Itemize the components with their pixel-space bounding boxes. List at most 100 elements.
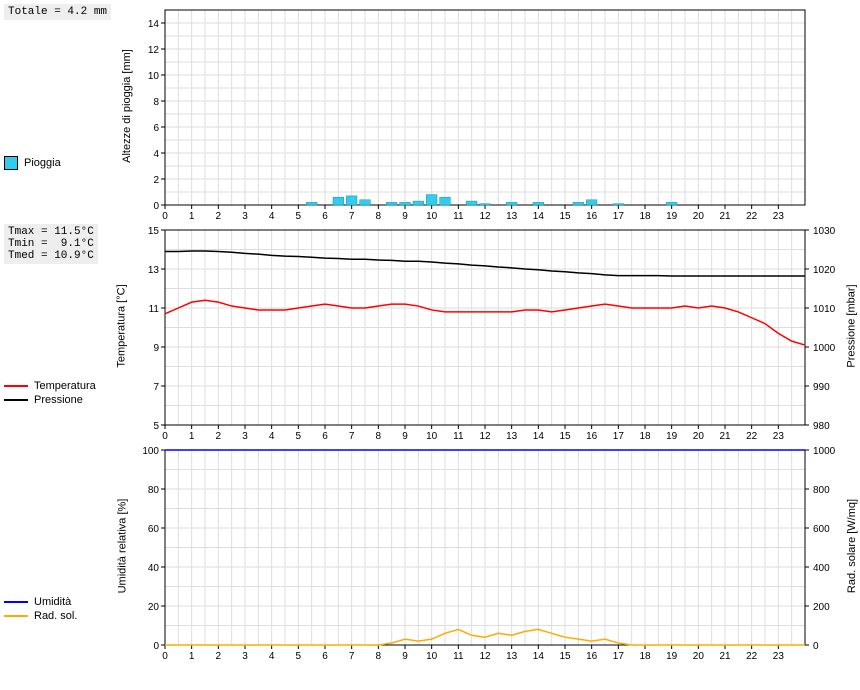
panel-temp-press: Tmax = 11.5°C Tmin = 9.1°C Tmed = 10.9°C… bbox=[0, 220, 860, 440]
svg-text:8: 8 bbox=[153, 97, 159, 108]
svg-text:13: 13 bbox=[506, 211, 518, 220]
panel-hum-rad: Umidità Rad. sol. Umidità relativa [%] R… bbox=[0, 440, 860, 660]
svg-text:0: 0 bbox=[153, 201, 159, 212]
svg-text:200: 200 bbox=[813, 602, 830, 613]
svg-text:0: 0 bbox=[162, 211, 168, 220]
svg-text:16: 16 bbox=[586, 211, 598, 220]
svg-text:21: 21 bbox=[719, 211, 731, 220]
svg-text:6: 6 bbox=[322, 651, 328, 660]
svg-text:18: 18 bbox=[639, 431, 651, 440]
svg-text:22: 22 bbox=[746, 211, 758, 220]
svg-text:17: 17 bbox=[613, 431, 625, 440]
svg-text:20: 20 bbox=[693, 651, 705, 660]
svg-text:14: 14 bbox=[533, 651, 545, 660]
svg-text:10: 10 bbox=[426, 211, 438, 220]
panel1-legend-col: Totale = 4.2 mm Pioggia bbox=[0, 0, 120, 176]
svg-text:11: 11 bbox=[453, 431, 464, 440]
svg-text:12: 12 bbox=[148, 45, 160, 56]
legend-temperatura: Temperatura bbox=[4, 380, 116, 392]
svg-text:4: 4 bbox=[269, 651, 275, 660]
svg-text:3: 3 bbox=[242, 211, 248, 220]
svg-text:12: 12 bbox=[479, 431, 491, 440]
svg-text:0: 0 bbox=[162, 431, 168, 440]
svg-text:9: 9 bbox=[402, 651, 408, 660]
svg-text:23: 23 bbox=[773, 431, 785, 440]
svg-text:13: 13 bbox=[506, 431, 518, 440]
svg-text:990: 990 bbox=[813, 382, 830, 393]
legend-pioggia: Pioggia bbox=[4, 156, 116, 170]
svg-text:1030: 1030 bbox=[813, 226, 836, 237]
temp-label: Temperatura bbox=[34, 380, 96, 392]
legend-pressione: Pressione bbox=[4, 394, 116, 406]
svg-text:19: 19 bbox=[666, 211, 678, 220]
svg-text:9: 9 bbox=[402, 431, 408, 440]
svg-text:18: 18 bbox=[639, 651, 651, 660]
svg-text:8: 8 bbox=[376, 211, 382, 220]
svg-text:12: 12 bbox=[479, 211, 491, 220]
svg-text:800: 800 bbox=[813, 485, 830, 496]
svg-text:2: 2 bbox=[216, 431, 222, 440]
rad-line-swatch bbox=[4, 615, 28, 617]
svg-text:0: 0 bbox=[153, 641, 159, 652]
svg-text:7: 7 bbox=[153, 382, 159, 393]
svg-text:40: 40 bbox=[148, 563, 160, 574]
svg-text:10: 10 bbox=[426, 651, 438, 660]
svg-text:23: 23 bbox=[773, 211, 785, 220]
svg-text:2: 2 bbox=[216, 211, 222, 220]
svg-text:5: 5 bbox=[296, 651, 302, 660]
legend-radsol: Rad. sol. bbox=[4, 610, 116, 622]
svg-text:22: 22 bbox=[746, 651, 758, 660]
svg-text:15: 15 bbox=[148, 226, 160, 237]
svg-text:1020: 1020 bbox=[813, 265, 836, 276]
svg-text:14: 14 bbox=[148, 19, 160, 30]
panel1-chart: Altezze di pioggia [mm] 0246810121401234… bbox=[120, 0, 860, 220]
svg-text:11: 11 bbox=[149, 304, 160, 315]
svg-text:10: 10 bbox=[148, 71, 160, 82]
svg-text:19: 19 bbox=[666, 431, 678, 440]
svg-text:1000: 1000 bbox=[813, 446, 836, 457]
svg-text:1: 1 bbox=[189, 651, 195, 660]
temp-line-swatch bbox=[4, 385, 28, 387]
svg-text:3: 3 bbox=[242, 651, 248, 660]
panel1-ylabel: Altezze di pioggia [mm] bbox=[121, 49, 133, 163]
svg-text:60: 60 bbox=[148, 524, 160, 535]
panel1-info: Totale = 4.2 mm bbox=[4, 4, 111, 20]
svg-text:980: 980 bbox=[813, 421, 830, 432]
svg-text:21: 21 bbox=[719, 651, 731, 660]
svg-text:17: 17 bbox=[613, 211, 625, 220]
svg-text:22: 22 bbox=[746, 431, 758, 440]
svg-text:10: 10 bbox=[426, 431, 438, 440]
svg-text:600: 600 bbox=[813, 524, 830, 535]
svg-text:100: 100 bbox=[142, 446, 159, 457]
svg-text:3: 3 bbox=[242, 431, 248, 440]
svg-text:20: 20 bbox=[148, 602, 160, 613]
svg-text:2: 2 bbox=[216, 651, 222, 660]
svg-text:13: 13 bbox=[506, 651, 518, 660]
svg-text:23: 23 bbox=[773, 651, 785, 660]
svg-text:9: 9 bbox=[402, 211, 408, 220]
svg-text:9: 9 bbox=[153, 343, 159, 354]
svg-text:21: 21 bbox=[719, 431, 731, 440]
svg-text:16: 16 bbox=[586, 651, 598, 660]
hum-line-swatch bbox=[4, 601, 28, 603]
panel3-ylabel-right: Rad. solare [W/mq] bbox=[846, 499, 858, 593]
svg-text:5: 5 bbox=[296, 211, 302, 220]
svg-text:7: 7 bbox=[349, 431, 355, 440]
svg-text:13: 13 bbox=[148, 265, 160, 276]
svg-text:2: 2 bbox=[153, 175, 159, 186]
panel2-ylabel-right: Pressione [mbar] bbox=[846, 284, 858, 367]
svg-text:20: 20 bbox=[693, 211, 705, 220]
svg-text:14: 14 bbox=[533, 431, 545, 440]
svg-text:12: 12 bbox=[479, 651, 491, 660]
svg-text:11: 11 bbox=[453, 211, 464, 220]
hum-label: Umidità bbox=[34, 596, 71, 608]
svg-text:20: 20 bbox=[693, 431, 705, 440]
svg-text:1010: 1010 bbox=[813, 304, 836, 315]
pioggia-swatch bbox=[4, 156, 18, 170]
panel3-ylabel-left: Umidità relativa [%] bbox=[116, 499, 128, 594]
panel-rain: Totale = 4.2 mm Pioggia Altezze di piogg… bbox=[0, 0, 860, 220]
press-label: Pressione bbox=[34, 394, 83, 406]
svg-text:15: 15 bbox=[559, 211, 571, 220]
svg-text:7: 7 bbox=[349, 651, 355, 660]
svg-text:1000: 1000 bbox=[813, 343, 836, 354]
